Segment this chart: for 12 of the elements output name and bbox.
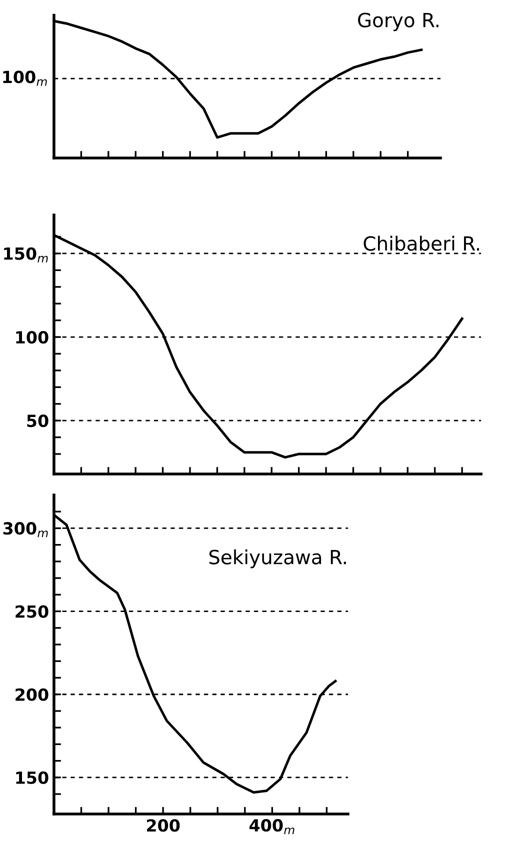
y-tick-label: 100 [16, 330, 48, 344]
y-tick-label: 200 [16, 688, 48, 701]
y-tick-label: 250 [16, 605, 48, 618]
chart-title: Goryo R. [358, 12, 438, 32]
text: Chibaberi R. [364, 236, 480, 251]
y-tick-label: 300$_{m}$ [3, 522, 48, 538]
y-tick-label: 150$_{m}$ [4, 247, 48, 262]
x-tick-label: 400$_{m}$ [249, 819, 294, 834]
ref-line-label: 100$_{m}$ [3, 70, 47, 86]
text: Sekiyuzawa R. [209, 549, 346, 568]
y-tick-label: 150 [16, 771, 48, 784]
y-tick-label: 50 [27, 414, 48, 428]
